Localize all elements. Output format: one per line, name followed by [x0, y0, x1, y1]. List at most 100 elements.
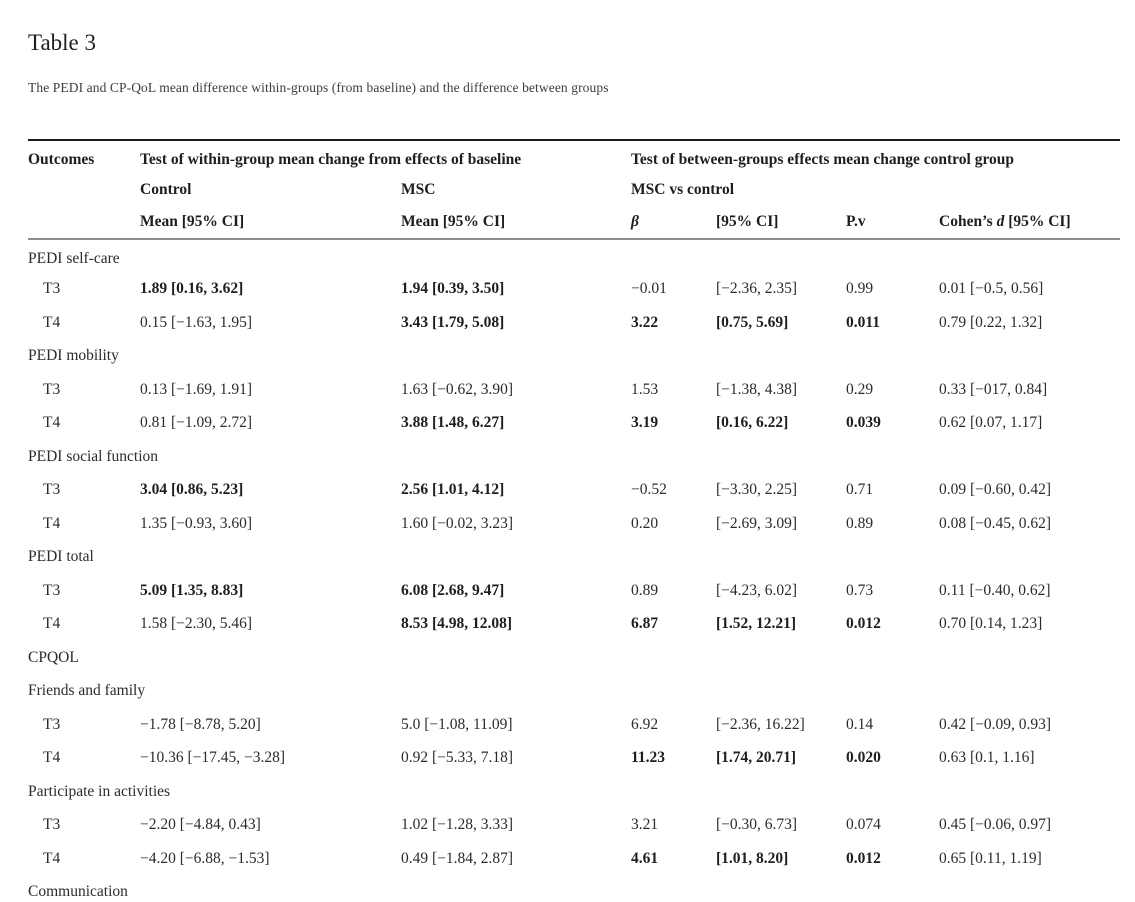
data-row: T3 −1.78 [−8.78, 5.20] 5.0 [−1.08, 11.09] 6…: [28, 708, 1120, 742]
beta-value: 3.22: [631, 313, 659, 331]
cohens-d-value: 0.45 [−0.06, 0.97]: [939, 816, 1052, 834]
cohens-d-value: 0.63 [0.1, 1.16]: [939, 749, 1035, 767]
msc-mean: 3.88 [1.48, 6.27]: [401, 414, 505, 432]
cohens-d-prefix: Cohen’s: [939, 213, 997, 230]
header-row-groups: Outcomes Test of within-group mean chang…: [28, 140, 1120, 173]
data-row: T3 1.89 [0.16, 3.62] 1.94 [0.39, 3.50] −0.0…: [28, 273, 1120, 307]
ci-value: [−4.23, 6.02]: [716, 581, 798, 599]
timepoint-label: T4: [43, 749, 61, 767]
results-table: Outcomes Test of within-group mean chang…: [28, 139, 1121, 902]
section-row: Friends and family: [28, 675, 1120, 709]
table-title: Table 3: [28, 30, 97, 55]
header-beta: β: [631, 213, 639, 230]
timepoint-label: T4: [43, 414, 61, 432]
data-row: T4 0.81 [−1.09, 2.72] 3.88 [1.48, 6.27] 3.1…: [28, 407, 1120, 441]
p-value: 0.011: [846, 313, 881, 331]
header-row-arms: Control MSC MSC vs control: [28, 173, 1120, 206]
data-row: T4 −4.20 [−6.88, −1.53] 0.49 [−1.84, 2.87]…: [28, 842, 1120, 876]
header-outcomes: Outcomes: [28, 151, 95, 168]
section-label: CPQOL: [28, 648, 79, 666]
cohens-d-value: 0.11 [−0.40, 0.62]: [939, 581, 1051, 599]
control-mean: 1.89 [0.16, 3.62]: [140, 280, 244, 298]
data-row: T3 0.13 [−1.69, 1.91] 1.63 [−0.62, 3.90] 1.…: [28, 373, 1120, 407]
section-label: Communication: [28, 883, 128, 901]
timepoint-label: T3: [43, 581, 61, 599]
msc-mean: 0.49 [−1.84, 2.87]: [401, 849, 514, 867]
beta-value: 11.23: [631, 749, 666, 767]
cohens-d-value: 0.62 [0.07, 1.17]: [939, 414, 1043, 432]
section-label: PEDI total: [28, 548, 94, 566]
section-row: PEDI mobility: [28, 340, 1120, 374]
cohens-d-value: 0.42 [−0.09, 0.93]: [939, 715, 1052, 733]
beta-value: 3.21: [631, 816, 659, 834]
header-within-group: Test of within-group mean change from ef…: [140, 151, 522, 168]
timepoint-label: T4: [43, 514, 61, 532]
header-msc-mean: Mean [95% CI]: [401, 213, 506, 230]
control-mean: −2.20 [−4.84, 0.43]: [140, 816, 261, 834]
p-value: 0.012: [846, 849, 881, 867]
section-label: PEDI social function: [28, 447, 159, 465]
header-msc: MSC: [401, 180, 436, 198]
cohens-d-value: 0.79 [0.22, 1.32]: [939, 313, 1043, 331]
section-row: PEDI self-care: [28, 239, 1120, 273]
control-mean: 5.09 [1.35, 8.83]: [140, 581, 244, 599]
data-row: T4 1.35 [−0.93, 3.60] 1.60 [−0.02, 3.23] 0.…: [28, 507, 1120, 541]
timepoint-label: T3: [43, 715, 61, 733]
ci-value: [1.74, 20.71]: [716, 749, 797, 767]
beta-value: 4.61: [631, 849, 659, 867]
msc-mean: 5.0 [−1.08, 11.09]: [401, 715, 513, 733]
msc-mean: 8.53 [4.98, 12.08]: [401, 615, 513, 633]
header-spacer: [28, 206, 140, 239]
p-value: 0.89: [846, 514, 874, 532]
msc-mean: 3.43 [1.79, 5.08]: [401, 313, 505, 331]
ci-value: [1.52, 12.21]: [716, 615, 797, 633]
beta-value: 1.53: [631, 380, 659, 398]
ci-value: [−3.30, 2.25]: [716, 481, 798, 499]
msc-mean: 0.92 [−5.33, 7.18]: [401, 749, 514, 767]
cohens-d-value: 0.70 [0.14, 1.23]: [939, 615, 1043, 633]
beta-value: −0.01: [631, 280, 667, 298]
control-mean: −1.78 [−8.78, 5.20]: [140, 715, 261, 733]
cohens-d-value: 0.01 [−0.5, 0.56]: [939, 280, 1044, 298]
data-row: T3 5.09 [1.35, 8.83] 6.08 [2.68, 9.47] 0.89…: [28, 574, 1120, 608]
p-value: 0.012: [846, 615, 881, 633]
ci-value: [1.01, 8.20]: [716, 849, 789, 867]
p-value: 0.020: [846, 749, 881, 767]
ci-value: [−0.30, 6.73]: [716, 816, 798, 834]
control-mean: 3.04 [0.86, 5.23]: [140, 481, 244, 499]
header-msc-vs-control: MSC vs control: [631, 180, 735, 198]
section-row: PEDI total: [28, 541, 1120, 575]
header-row-stats: Mean [95% CI] Mean [95% CI] β [95% CI] P…: [28, 206, 1120, 239]
section-row: PEDI social function: [28, 440, 1120, 474]
ci-value: [−2.69, 3.09]: [716, 514, 798, 532]
section-label: Friends and family: [28, 682, 146, 700]
control-mean: 0.13 [−1.69, 1.91]: [140, 380, 253, 398]
timepoint-label: T4: [43, 849, 61, 867]
msc-mean: 2.56 [1.01, 4.12]: [401, 481, 505, 499]
ci-value: [−1.38, 4.38]: [716, 380, 798, 398]
control-mean: 1.35 [−0.93, 3.60]: [140, 514, 253, 532]
beta-value: 6.92: [631, 715, 659, 733]
data-row: T4 1.58 [−2.30, 5.46] 8.53 [4.98, 12.08] 6.…: [28, 608, 1120, 642]
p-value: 0.14: [846, 715, 874, 733]
p-value: 0.074: [846, 816, 881, 834]
section-label: PEDI mobility: [28, 347, 119, 365]
ci-value: [0.16, 6.22]: [716, 414, 789, 432]
p-value: 0.039: [846, 414, 881, 432]
cohens-d-suffix: [95% CI]: [1004, 213, 1071, 230]
cohens-d-value: 0.09 [−0.60, 0.42]: [939, 481, 1052, 499]
beta-value: 3.19: [631, 414, 659, 432]
timepoint-label: T3: [43, 280, 61, 298]
section-row: Communication: [28, 876, 1120, 902]
control-mean: −10.36 [−17.45, −3.28]: [140, 749, 286, 767]
table-header: Outcomes Test of within-group mean chang…: [28, 140, 1121, 239]
data-row: T4 0.15 [−1.63, 1.95] 3.43 [1.79, 5.08] 3.2…: [28, 306, 1120, 340]
beta-value: −0.52: [631, 481, 667, 499]
timepoint-label: T3: [43, 481, 61, 499]
ci-value: [0.75, 5.69]: [716, 313, 789, 331]
data-row: T3 −2.20 [−4.84, 0.43] 1.02 [−1.28, 3.33] 3…: [28, 809, 1120, 843]
ci-value: [−2.36, 16.22]: [716, 715, 805, 733]
cohens-d-value: 0.08 [−0.45, 0.62]: [939, 514, 1052, 532]
header-between-groups: Test of between-groups effects mean chan…: [631, 151, 1015, 168]
